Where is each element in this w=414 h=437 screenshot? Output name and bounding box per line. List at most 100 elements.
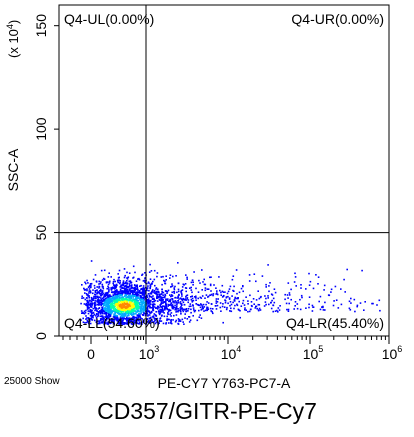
event-dot (101, 321, 103, 323)
event-dot (96, 292, 99, 295)
event-dot (249, 308, 252, 311)
event-dot (273, 301, 276, 304)
event-dot (105, 314, 108, 317)
event-dot (160, 293, 162, 296)
event-dot (140, 311, 143, 313)
event-dot (157, 288, 159, 291)
event-dot (333, 300, 335, 302)
event-dot (188, 321, 191, 323)
event-dot (178, 320, 180, 323)
event-dot (140, 306, 142, 308)
event-dot (136, 300, 139, 302)
event-dot (265, 286, 267, 288)
event-dot (159, 294, 161, 296)
event-dot (118, 293, 121, 295)
event-dot (101, 297, 104, 300)
event-dot (111, 291, 114, 294)
event-dot (122, 304, 125, 307)
event-dot (187, 310, 189, 312)
event-dot (206, 301, 208, 303)
event-dot (170, 312, 173, 314)
event-dot (188, 305, 191, 308)
event-dot (214, 305, 217, 307)
event-dot (140, 295, 142, 298)
event-dot (109, 319, 111, 321)
event-dot (124, 274, 126, 277)
event-dot (125, 317, 128, 320)
event-dot (170, 320, 172, 323)
event-dot (134, 306, 137, 308)
event-dot (136, 286, 139, 288)
event-dot (102, 321, 104, 323)
event-dot (108, 321, 110, 323)
event-dot (192, 304, 194, 306)
event-dot (91, 309, 93, 312)
event-dot (89, 283, 92, 285)
event-dot (230, 303, 233, 306)
event-dot (88, 292, 90, 294)
event-dot (130, 312, 133, 314)
event-dot (104, 293, 107, 296)
event-dot (88, 288, 91, 290)
event-dot (173, 291, 176, 293)
event-dot (113, 304, 115, 307)
event-dot (162, 302, 164, 304)
event-dot (169, 294, 171, 296)
event-dot (118, 311, 120, 314)
event-dot (175, 314, 178, 316)
event-dot (85, 318, 87, 320)
event-dot (149, 316, 152, 319)
event-dot (138, 312, 140, 315)
event-dot (85, 309, 87, 312)
event-dot (159, 310, 162, 313)
event-dot (185, 310, 187, 313)
event-dot (224, 301, 227, 304)
event-dot (237, 308, 240, 311)
event-dot (209, 294, 211, 296)
event-dot (116, 284, 118, 287)
y-tick-label: 50 (33, 225, 49, 241)
event-dot (173, 314, 175, 317)
event-dot (117, 305, 120, 307)
event-dot (176, 297, 179, 299)
event-dot (216, 304, 219, 307)
event-dot (121, 283, 124, 286)
event-dot (110, 298, 112, 300)
x-tick-label: 104 (221, 344, 242, 362)
event-dot (126, 283, 128, 285)
event-dot (135, 285, 137, 288)
event-dot (87, 320, 90, 323)
event-dot (113, 313, 115, 315)
event-dot (96, 296, 99, 299)
event-dot (90, 284, 92, 287)
event-dot (153, 297, 155, 300)
event-dot (105, 310, 107, 312)
event-dot (120, 300, 123, 303)
event-dot (170, 294, 173, 296)
event-dot (94, 306, 96, 308)
event-dot (117, 277, 120, 279)
event-dot (90, 311, 93, 314)
event-dot (125, 297, 127, 299)
event-dot (197, 291, 200, 293)
event-dot (147, 281, 150, 283)
event-dot (267, 297, 269, 299)
event-dot (229, 310, 231, 312)
event-dot (190, 296, 192, 298)
event-dot (285, 302, 288, 305)
event-dot (128, 286, 130, 289)
event-dot (134, 303, 136, 305)
event-dot (170, 315, 172, 317)
event-dot (80, 310, 83, 312)
event-dot (103, 323, 106, 325)
event-dot (92, 299, 95, 301)
event-dot (140, 288, 142, 291)
event-dot (147, 302, 150, 305)
event-dot (209, 284, 212, 287)
event-dot (125, 297, 127, 300)
event-dot (114, 310, 116, 313)
event-dot (116, 289, 118, 292)
event-dot (119, 290, 121, 293)
event-dot (166, 292, 168, 294)
event-dot (94, 304, 97, 306)
